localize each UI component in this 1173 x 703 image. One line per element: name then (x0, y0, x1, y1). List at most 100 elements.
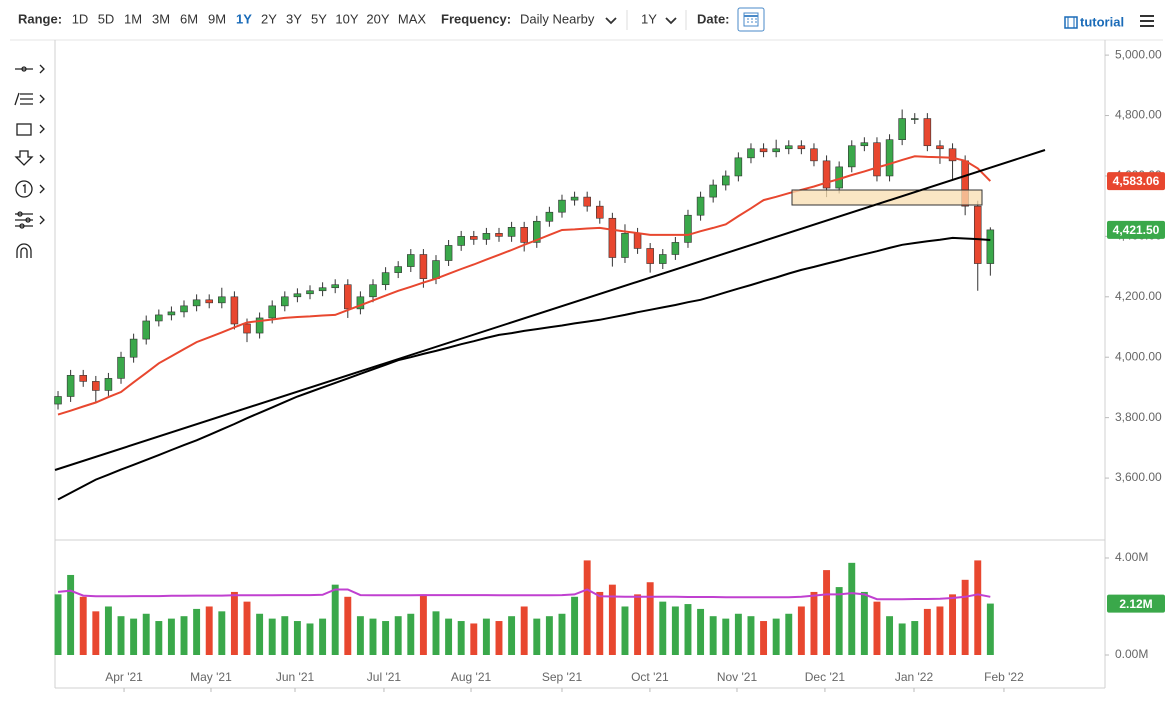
range-button[interactable]: 3M (152, 11, 170, 26)
menu-button[interactable] (1140, 15, 1154, 27)
candle-body (671, 242, 680, 255)
volume-bar (281, 616, 289, 655)
chevron (665, 17, 677, 25)
range-button[interactable]: 9M (208, 11, 226, 26)
drawing-tools (14, 64, 45, 258)
volume-bar (142, 613, 150, 655)
candle-body (558, 199, 566, 213)
candle-body (734, 157, 743, 177)
x-tick-label: Jun '21 (276, 670, 315, 684)
candle-body (797, 145, 806, 150)
chevron (605, 17, 617, 25)
volume-bar (306, 623, 314, 655)
price-tag-label: 4,421.50 (1113, 223, 1160, 237)
volume-bar (331, 584, 339, 655)
volume-bar (646, 582, 654, 655)
volume-bar (747, 616, 755, 655)
volume-bar (571, 596, 579, 655)
indicator-tool[interactable] (15, 211, 45, 229)
volume-bar (936, 606, 944, 655)
x-tick-label: May '21 (190, 670, 232, 684)
candle-body (898, 118, 906, 140)
range-button[interactable]: 5Y (311, 11, 327, 26)
volume-bar (54, 594, 62, 655)
candle-body (192, 299, 201, 307)
price-tag (1107, 172, 1165, 191)
volume-bar (709, 616, 717, 655)
magnet-tool[interactable] (16, 243, 32, 258)
volume-bar (180, 616, 188, 655)
price-tag (1107, 220, 1165, 239)
candle-body (356, 296, 365, 310)
volume-bar (130, 618, 138, 655)
candle-body (709, 184, 717, 198)
price-tag (1107, 594, 1165, 613)
volume-bar (218, 611, 226, 655)
fib-tool[interactable] (14, 92, 45, 106)
range-button[interactable]: 20Y (366, 11, 389, 26)
frequency-select[interactable]: Daily Nearby (520, 11, 595, 26)
volume-bar (823, 570, 831, 655)
volume-bar (117, 616, 125, 655)
volume-bar (974, 560, 982, 655)
volume-bar (155, 621, 163, 655)
range-button[interactable]: 1D (72, 11, 89, 26)
candle-body (785, 145, 793, 150)
candle-body (104, 378, 113, 391)
x-tick-label: Jul '21 (367, 670, 402, 684)
range-button[interactable]: 10Y (335, 11, 358, 26)
volume-bar (621, 606, 629, 655)
date-label: Date: (697, 11, 730, 26)
volume-bar (697, 608, 705, 655)
line-tool[interactable] (15, 64, 45, 74)
candle-body (92, 381, 100, 391)
tutorial-text[interactable]: tutorial (1080, 14, 1124, 29)
arrow-tool[interactable] (14, 150, 45, 166)
range-button[interactable]: 5D (98, 11, 115, 26)
note-tool[interactable] (15, 180, 45, 198)
tutorial-link[interactable]: tutorial (1064, 14, 1124, 29)
candle-body (759, 148, 768, 153)
volume-bar (911, 621, 919, 655)
candle-body (331, 284, 339, 289)
candle-body (533, 220, 541, 243)
volume-bar (432, 611, 440, 655)
range-button[interactable]: 6M (180, 11, 198, 26)
volume-bar (608, 584, 616, 655)
volume-bar (319, 618, 327, 655)
candle-body (79, 375, 87, 382)
volume-bar (256, 613, 264, 655)
volume-bar (482, 618, 490, 655)
volume-bar (193, 608, 201, 655)
x-tick-label: Dec '21 (805, 670, 846, 684)
candle-body (218, 296, 226, 304)
volume-bar (470, 623, 478, 655)
candle-body (205, 299, 213, 304)
y-tick-label: 3,800.00 (1115, 410, 1162, 424)
range-button[interactable]: 3Y (286, 11, 302, 26)
volume-bar (457, 621, 465, 655)
candle-body (684, 214, 692, 243)
candle-body (570, 196, 579, 201)
range-button[interactable]: 1M (124, 11, 142, 26)
volume-bar (923, 608, 931, 655)
shape-tool[interactable] (16, 123, 45, 136)
y-tick-label: 4,200.00 (1115, 289, 1162, 303)
volume-bar (293, 621, 301, 655)
calendar-button[interactable] (737, 7, 765, 32)
volume-bar (734, 613, 742, 655)
period-select[interactable]: 1Y (641, 11, 657, 26)
range-label: Range: (18, 11, 62, 26)
candle-body (419, 254, 428, 279)
candle-body (885, 139, 894, 177)
range-button[interactable]: 1Y (236, 11, 252, 26)
volume-average (57, 588, 991, 601)
price-tag-label: 4,583.06 (1113, 174, 1160, 188)
range-button[interactable]: 2Y (261, 11, 277, 26)
candle-body (54, 396, 62, 405)
candle-body (646, 248, 654, 264)
candle-body (470, 236, 478, 240)
range-button[interactable]: MAX (398, 11, 427, 26)
price-tag-label: 2.12M (1119, 597, 1152, 611)
candle-body (66, 375, 75, 397)
